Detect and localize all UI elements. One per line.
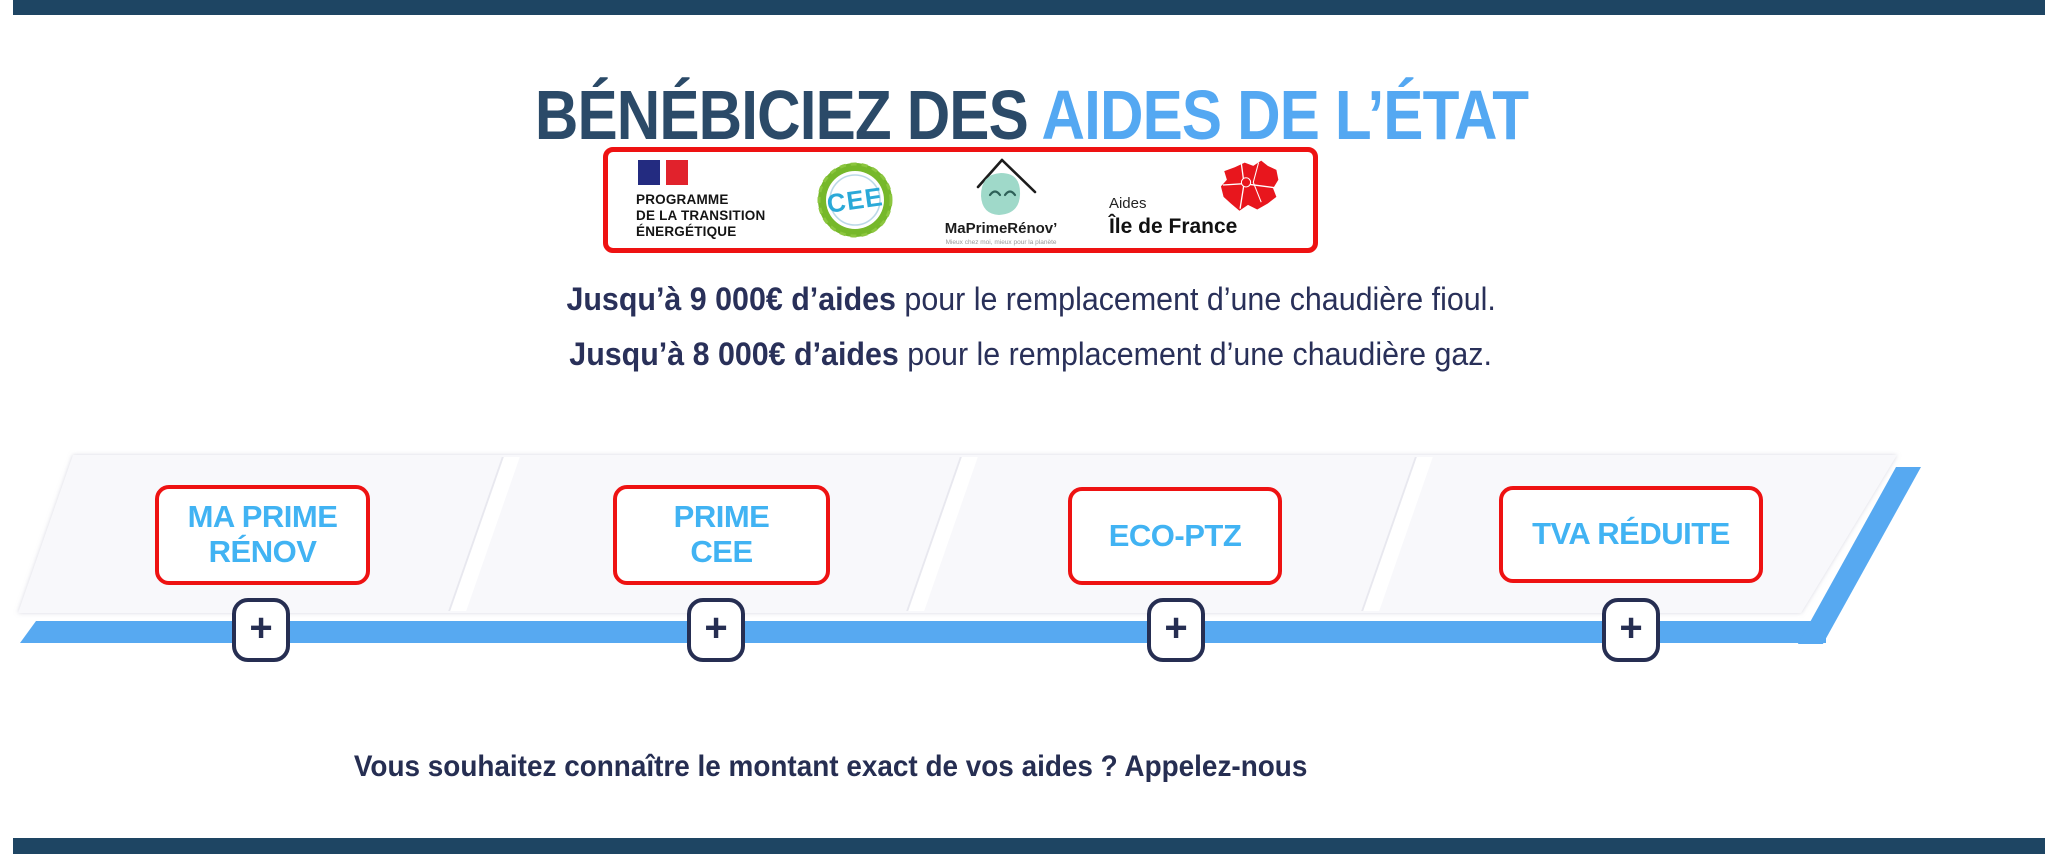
cee-badge-icon: CEE bbox=[817, 162, 893, 238]
partner-logo-strip: PROGRAMME DE LA TRANSITION ÉNERGÉTIQUE C… bbox=[603, 147, 1318, 253]
programme-line-2: DE LA TRANSITION bbox=[636, 207, 766, 223]
maprimerenov-icon bbox=[976, 158, 1037, 215]
programme-line-3: ÉNERGÉTIQUE bbox=[636, 224, 737, 240]
idf-map-icon bbox=[1220, 160, 1279, 211]
expand-button-ma-prime-renov[interactable]: + bbox=[232, 598, 290, 662]
aid-label-eco-ptz: ECO-PTZ bbox=[1068, 487, 1282, 585]
expand-button-tva-reduite[interactable]: + bbox=[1602, 598, 1660, 662]
timeline-blue-bar bbox=[20, 621, 1826, 643]
plus-icon: + bbox=[1164, 606, 1188, 650]
maprimerenov-label: MaPrimeRénov’ bbox=[944, 220, 1058, 237]
top-navy-bar bbox=[13, 0, 2045, 15]
cta-call-us-text: Vous souhaitez connaître le montant exac… bbox=[354, 750, 1308, 783]
page-title-dark: BÉNÉBICIEZ DES bbox=[534, 75, 1042, 154]
aid-label-prime-cee: PRIME CEE bbox=[613, 485, 830, 585]
aid-amount-line-gaz: Jusqu’à 8 000€ d’aides pour le remplacem… bbox=[569, 336, 1493, 372]
plus-icon: + bbox=[704, 606, 728, 650]
page-title: BÉNÉBICIEZ DES AIDES DE L’ÉTAT bbox=[0, 75, 2062, 155]
logo-aides-idf: Aides Île de France bbox=[1107, 157, 1285, 243]
idf-line-2: Île de France bbox=[1108, 215, 1238, 238]
page-title-light: AIDES DE L’ÉTAT bbox=[1041, 75, 1528, 154]
expand-button-prime-cee[interactable]: + bbox=[687, 598, 745, 662]
logo-maprimerenov: MaPrimeRénov’ Mieux chez moi, mieux pour… bbox=[944, 154, 1058, 246]
bottom-navy-bar bbox=[13, 838, 2045, 854]
expand-button-eco-ptz[interactable]: + bbox=[1147, 598, 1205, 662]
aid-label-ma-prime-renov: MA PRIME RÉNOV bbox=[155, 485, 370, 585]
idf-line-1: Aides bbox=[1108, 195, 1147, 212]
plus-icon: + bbox=[1619, 606, 1643, 650]
logo-programme-transition: PROGRAMME DE LA TRANSITION ÉNERGÉTIQUE bbox=[636, 159, 766, 241]
aid-label-tva-reduite: TVA RÉDUITE bbox=[1499, 486, 1763, 583]
logo-cee: CEE bbox=[815, 160, 895, 240]
programme-line-1: PROGRAMME bbox=[636, 191, 729, 207]
maprimerenov-tagline: Mieux chez moi, mieux pour la planète bbox=[945, 239, 1057, 246]
aid-amount-line-fioul: Jusqu’à 9 000€ d’aides pour le remplacem… bbox=[566, 281, 1496, 317]
plus-icon: + bbox=[249, 606, 273, 650]
french-flag-icon bbox=[638, 159, 688, 185]
